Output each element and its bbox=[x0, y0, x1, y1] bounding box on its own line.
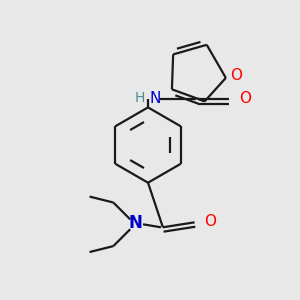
Text: O: O bbox=[239, 91, 251, 106]
Text: O: O bbox=[230, 68, 242, 83]
Text: H: H bbox=[135, 92, 145, 106]
Text: N: N bbox=[150, 91, 161, 106]
Text: N: N bbox=[128, 214, 142, 232]
Text: O: O bbox=[205, 214, 217, 229]
